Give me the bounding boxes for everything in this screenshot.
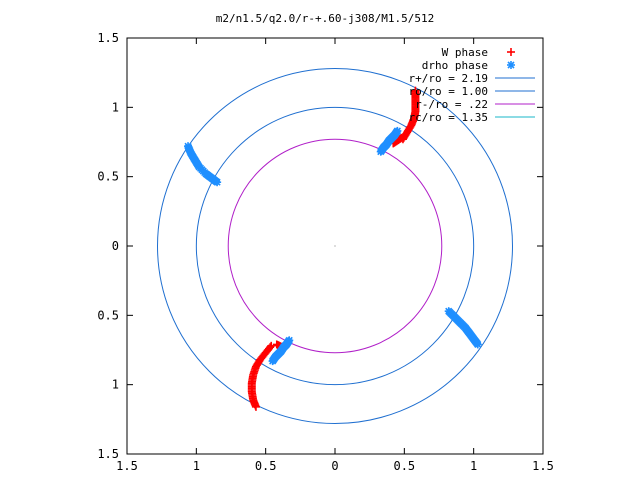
y-tick-label: 0.5 (97, 170, 119, 184)
legend-marker (507, 61, 515, 69)
x-tick-label: 1 (193, 459, 200, 473)
x-tick-label: 0 (331, 459, 338, 473)
legend-label: ro/ro = 1.00 (409, 85, 488, 98)
x-tick-label: 0.5 (393, 459, 415, 473)
x-tick-label: 1.5 (116, 459, 138, 473)
y-tick-label: 1 (112, 378, 119, 392)
reference-circles (157, 68, 513, 424)
x-tick-label: 0.5 (255, 459, 277, 473)
legend-label: rc/ro = 1.35 (409, 111, 488, 124)
reference-circle (227, 138, 443, 354)
chart-title: m2/n1.5/q2.0/r-+.60-j308/M1.5/512 (216, 12, 435, 25)
legend-label: drho phase (422, 59, 488, 72)
legend-label: W phase (442, 46, 488, 59)
data-points (184, 86, 482, 411)
y-tick-label: 1 (112, 100, 119, 114)
drho-phase-point (268, 357, 277, 366)
w-phase-point (411, 86, 420, 95)
y-tick-label: 0 (112, 239, 119, 253)
w-phase-point (397, 133, 406, 142)
legend-marker (507, 48, 515, 56)
x-tick-label: 1 (470, 459, 477, 473)
drho-phase-point (213, 178, 222, 187)
origin-dot (334, 245, 336, 247)
y-tick-label: 1.5 (97, 31, 119, 45)
legend-label: r-/ro = .22 (415, 98, 488, 111)
y-tick-label: 1.5 (97, 447, 119, 461)
drho-phase-point (393, 126, 402, 135)
w-phase-point (251, 402, 260, 411)
y-tick-label: 0.5 (97, 308, 119, 322)
reference-circle (195, 106, 475, 386)
legend-label: r+/ro = 2.19 (409, 72, 488, 85)
drho-phase-point (473, 340, 482, 349)
x-tick-label: 1.5 (532, 459, 554, 473)
reference-circle (157, 68, 513, 424)
